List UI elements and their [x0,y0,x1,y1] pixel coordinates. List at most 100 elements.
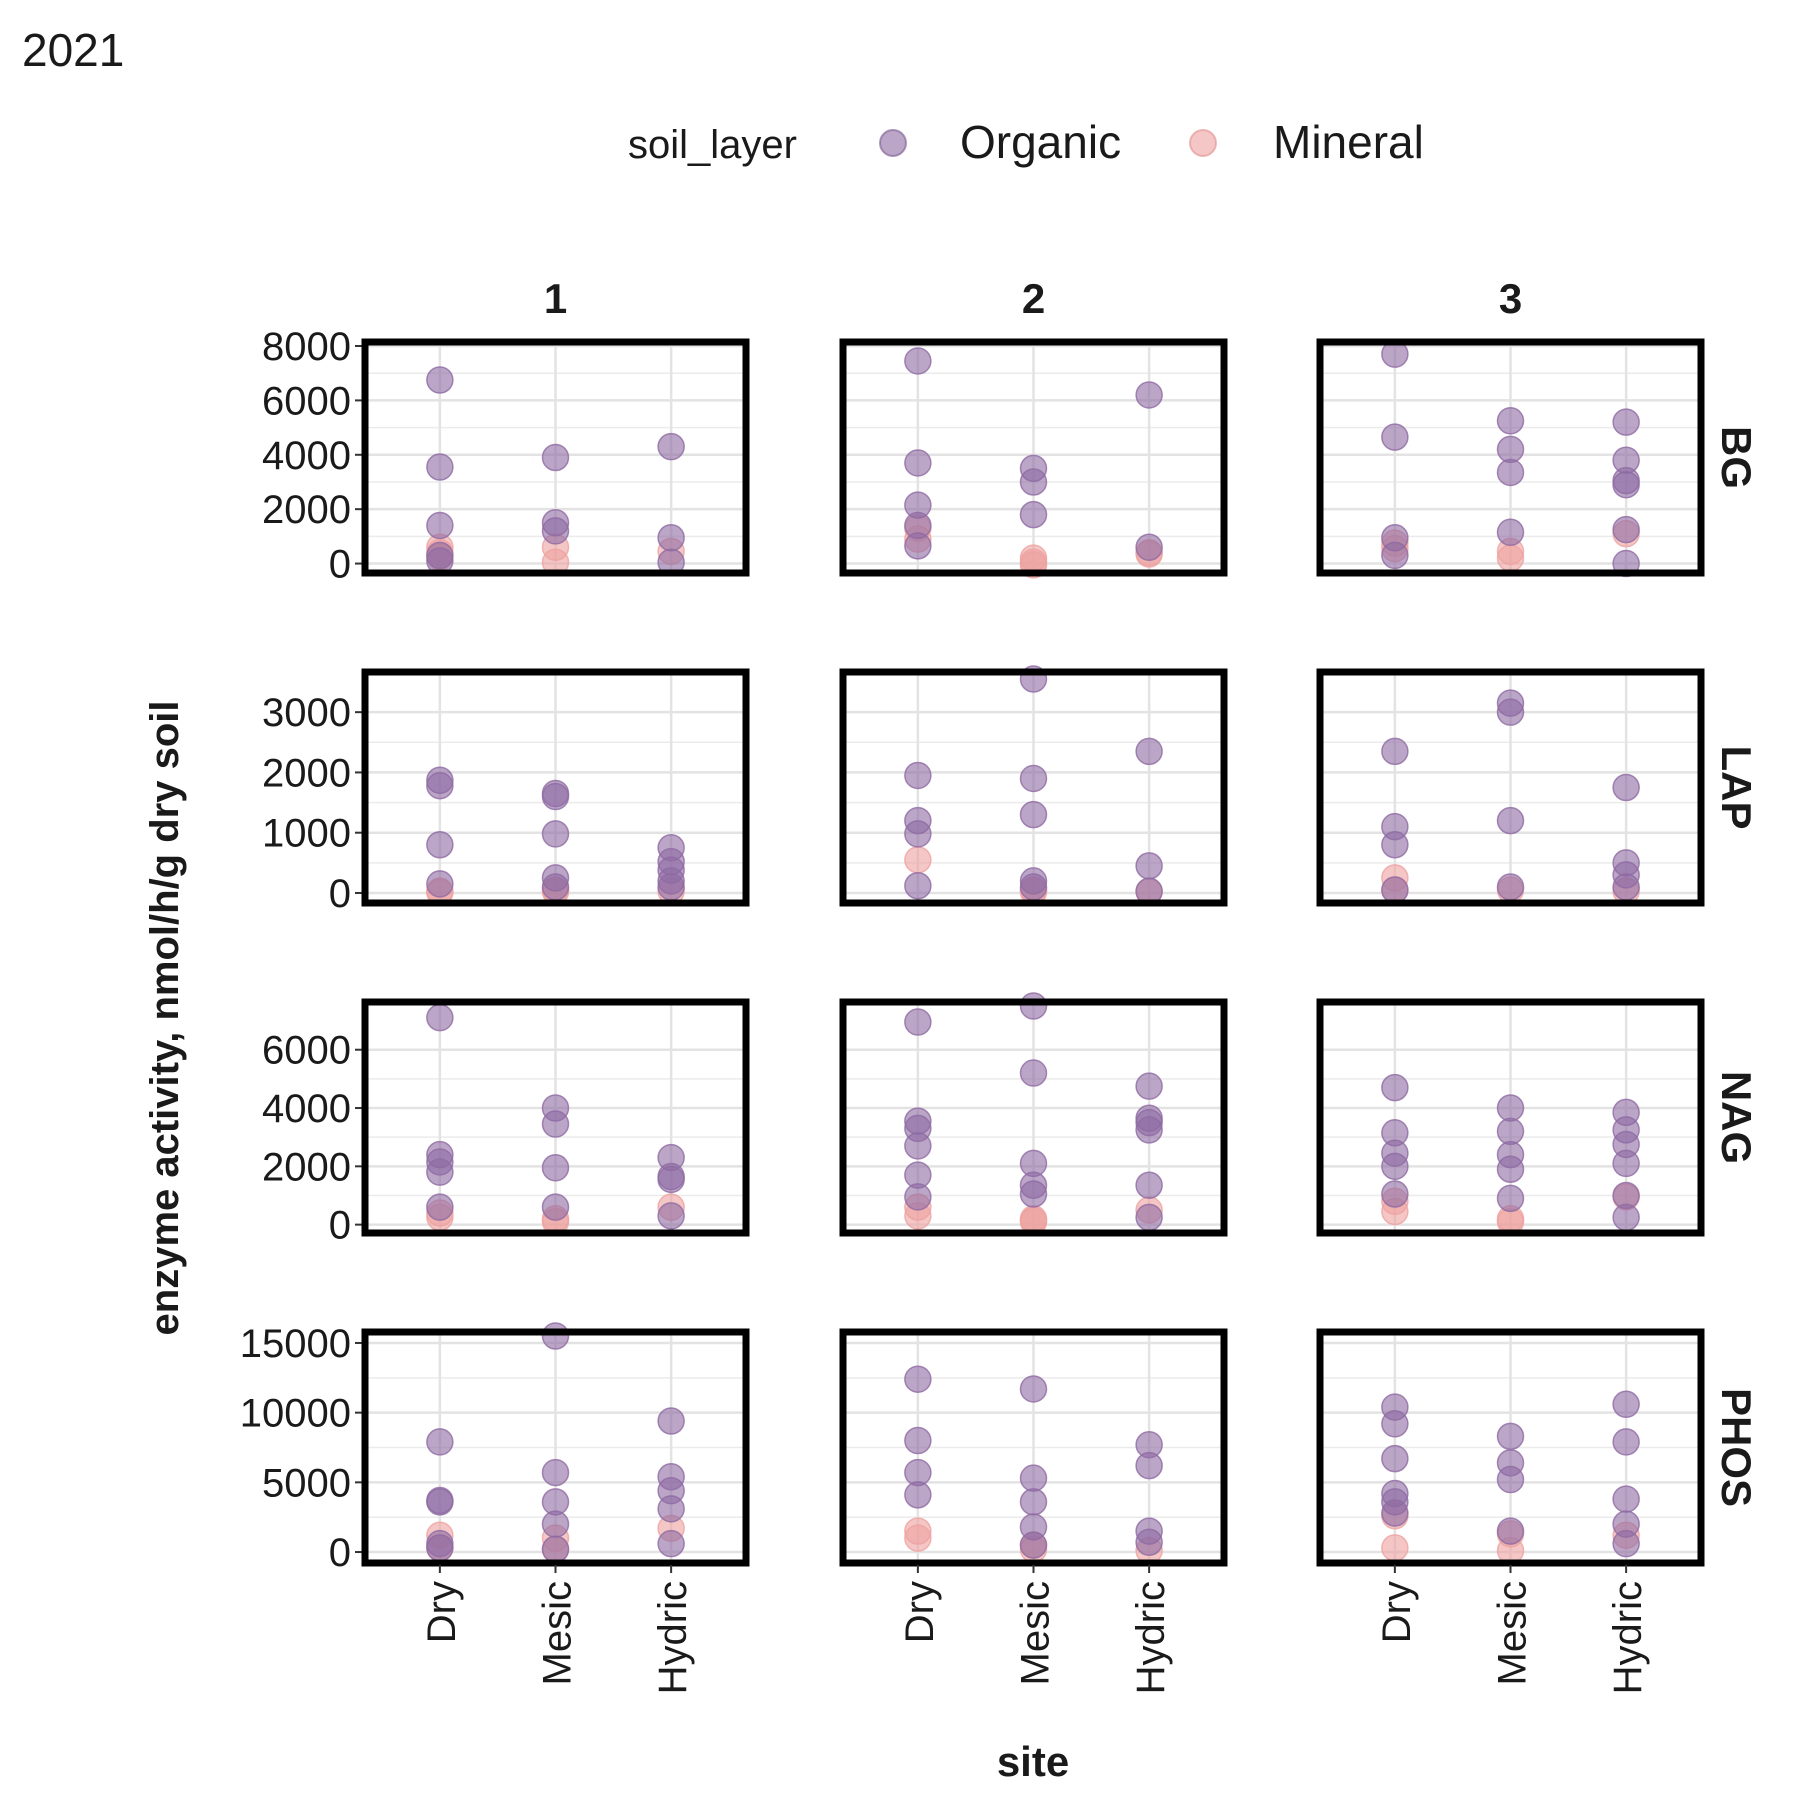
point-mineral [904,1524,932,1552]
point-organic [1135,1528,1163,1557]
panel-bg-3 [1316,338,1705,578]
point-organic [1381,1499,1409,1527]
point-organic [426,771,454,800]
panel-border [1316,998,1705,1237]
x-tick-label-hydric: Hydric [1606,1581,1650,1694]
point-organic [1019,1375,1048,1403]
point-organic [541,443,570,472]
point-organic [541,873,570,901]
panel-border [839,1328,1228,1567]
point-mineral [904,846,932,874]
point-organic [426,1488,454,1516]
point-organic [657,523,685,552]
point-organic [657,1202,685,1230]
y-tick-label: 0 [329,543,351,587]
x-tick-label-dry: Dry [1375,1581,1419,1643]
x-tick-label-dry: Dry [898,1581,942,1643]
point-organic [1019,468,1048,496]
point-organic [1019,992,1048,1020]
point-organic [1496,1094,1525,1122]
point-organic [1496,435,1525,464]
y-tick-label: 8000 [262,325,351,369]
point-organic [1496,1517,1525,1545]
point-organic [1135,1451,1163,1480]
point-organic [1135,737,1163,766]
y-tick-label: 2000 [262,1145,351,1189]
point-organic [1496,1422,1525,1451]
y-tick-label: 4000 [262,434,351,478]
point-organic [657,1529,685,1558]
point-organic [904,1008,932,1036]
panel-lap-3 [1316,668,1705,907]
point-organic [1381,831,1409,859]
point-organic [1019,1180,1048,1208]
point-organic [541,1458,570,1487]
point-organic [904,761,932,790]
point-organic [426,1534,454,1562]
point-organic [1019,1464,1048,1492]
point-organic [1135,1072,1163,1100]
panel-lap-2 [839,665,1228,907]
point-organic [1135,1203,1163,1232]
y-tick-label: 5000 [262,1461,351,1505]
point-organic [1612,1428,1640,1456]
facet-strip-column-2: 2 [1022,275,1045,322]
point-organic [1496,458,1525,487]
point-organic [1381,541,1409,570]
y-tick-label: 1000 [262,812,351,856]
y-tick-label: 6000 [262,379,351,423]
point-organic [541,1322,570,1350]
point-organic [1381,1152,1409,1181]
point-organic [1612,515,1640,544]
panel-border [839,338,1228,577]
point-organic [657,1165,685,1194]
point-organic [1612,1149,1640,1178]
x-tick-label-hydric: Hydric [1129,1581,1173,1694]
point-organic [426,1158,454,1186]
point-organic [1381,1073,1409,1102]
point-organic [1019,800,1048,829]
point-organic [1135,1171,1163,1200]
point-organic [904,1132,932,1160]
panel-bg-1 [361,338,750,577]
panel-border [839,668,1228,907]
legend-label-organic: Organic [960,116,1121,168]
panel-border [361,668,750,907]
facet-strip-column-3: 3 [1499,275,1522,322]
point-organic [1019,873,1048,901]
y-tick-label: 2000 [262,488,351,532]
point-organic [426,1193,454,1221]
point-organic [904,532,932,560]
point-organic [904,1365,932,1393]
panel-nag-1 [361,998,750,1237]
point-organic [426,453,454,481]
point-organic [1019,1531,1048,1559]
point-organic [1381,423,1409,451]
point-organic [1019,500,1048,529]
panel-phos-2 [839,1328,1228,1567]
point-organic [904,1183,932,1211]
panel-border [361,998,750,1237]
y-tick-label: 3000 [262,691,351,735]
point-organic [1496,873,1525,901]
point-organic [1019,1059,1048,1087]
point-organic [1135,381,1163,409]
legend-label-mineral: Mineral [1273,116,1424,168]
point-organic [1381,1180,1409,1208]
point-organic [541,1110,570,1138]
legend-title: soil_layer [628,123,797,167]
point-organic [1381,737,1409,766]
point-organic [1496,407,1525,435]
point-mineral [1496,544,1525,572]
point-organic [426,1003,454,1032]
panel-nag-2 [839,992,1228,1237]
y-tick-label: 15000 [240,1322,351,1366]
point-organic [426,511,454,540]
panel-border [361,338,750,577]
y-tick-label: 0 [329,872,351,916]
point-organic [541,820,570,848]
point-organic [657,432,685,461]
point-organic [426,831,454,859]
facet-strip-row-phos: PHOS [1713,1388,1760,1507]
panel-border [1316,338,1705,577]
